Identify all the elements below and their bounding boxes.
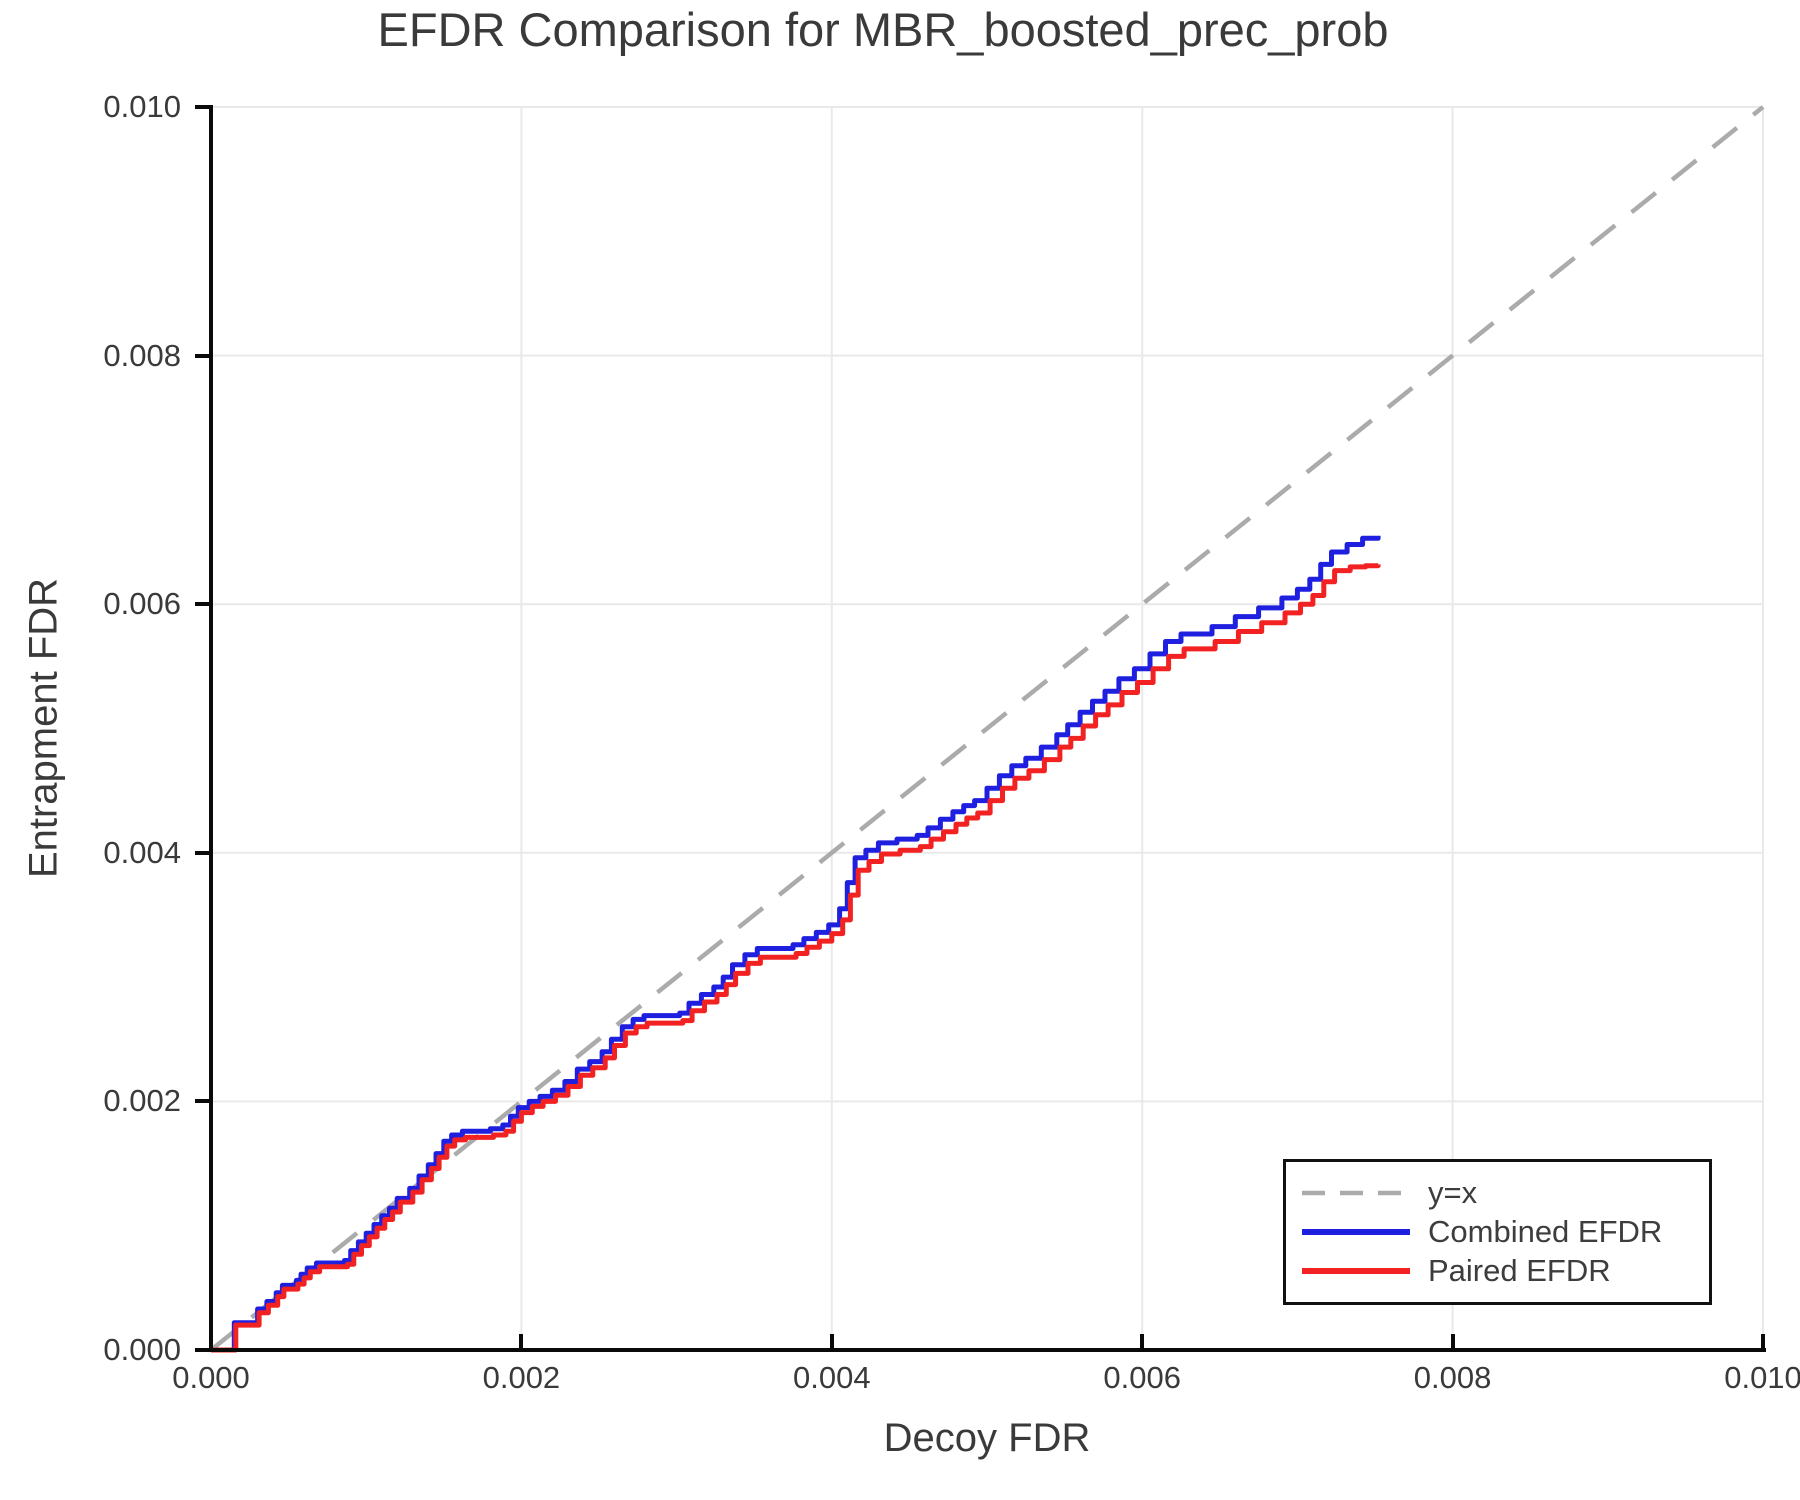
legend-item-combined: Combined EFDR	[1302, 1214, 1709, 1251]
y-tick-label: 0.006	[103, 586, 181, 622]
y-tick-mark	[195, 1099, 211, 1104]
y-tick-label: 0.008	[103, 337, 181, 373]
chart-title: EFDR Comparison for MBR_boosted_prec_pro…	[377, 3, 1389, 56]
legend-label: y=x	[1428, 1175, 1478, 1210]
y-tick-mark	[195, 105, 211, 109]
legend-line-combined	[1302, 1229, 1410, 1235]
y-tick-label: 0.002	[103, 1083, 181, 1119]
y-tick-label: 0.010	[103, 89, 181, 124]
y-axis-spine	[209, 105, 213, 1352]
x-tick-mark	[1761, 1334, 1765, 1348]
x-axis-spine	[209, 1348, 1766, 1352]
x-axis-label: Decoy FDR	[883, 1416, 1091, 1460]
plot-area	[209, 105, 1765, 1353]
legend-label: Paired EFDR	[1428, 1253, 1611, 1288]
x-tick-mark	[1450, 1334, 1455, 1348]
y-axis-label: Entrapment FDR	[21, 577, 66, 879]
y-tick-label: 0.000	[103, 1332, 181, 1367]
x-tick-mark	[519, 1334, 524, 1348]
x-tick-label: 0.004	[793, 1360, 871, 1395]
legend-label: Combined EFDR	[1428, 1214, 1663, 1249]
x-tick-label: 0.002	[482, 1360, 561, 1395]
series-combined-efdr	[211, 535, 1381, 1353]
legend-line-paired	[1302, 1268, 1410, 1274]
y-tick-mark	[195, 353, 211, 358]
legend: y=x Combined EFDR Paired EFDR	[1283, 1159, 1712, 1305]
x-tick-label: 0.008	[1413, 1360, 1492, 1395]
plot-canvas	[209, 105, 1765, 1353]
series-identity-line	[209, 105, 1765, 1352]
series-paired-efdr	[211, 563, 1381, 1353]
y-tick-mark	[195, 1348, 211, 1352]
legend-item-yx: y=x	[1302, 1175, 1709, 1212]
legend-line-identity	[1302, 1190, 1410, 1196]
x-tick-label: 0.006	[1103, 1360, 1181, 1395]
x-tick-mark	[1140, 1334, 1145, 1348]
x-tick-mark	[829, 1334, 834, 1348]
y-tick-label: 0.004	[103, 834, 181, 870]
x-tick-mark	[209, 1334, 213, 1348]
y-tick-mark	[195, 850, 211, 855]
y-tick-mark	[195, 602, 211, 607]
x-tick-label: 0.010	[1724, 1360, 1800, 1395]
x-tick-label: 0.000	[172, 1360, 250, 1395]
legend-item-paired: Paired EFDR	[1302, 1253, 1709, 1290]
